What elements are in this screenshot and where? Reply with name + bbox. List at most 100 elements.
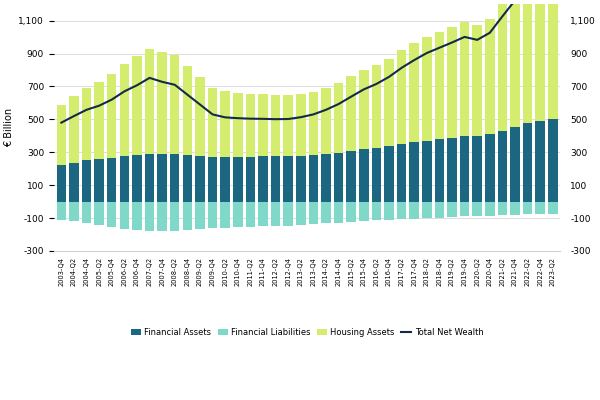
Bar — [548, 118, 557, 202]
Bar — [69, 163, 79, 202]
Bar — [107, 202, 116, 227]
Bar — [69, 96, 79, 163]
Bar — [460, 202, 469, 216]
Bar — [308, 202, 318, 224]
Bar — [447, 202, 457, 217]
Bar — [535, 202, 545, 214]
Bar — [485, 134, 494, 202]
Bar — [472, 202, 482, 216]
Bar — [409, 142, 419, 202]
Bar — [220, 157, 230, 202]
Bar — [510, 127, 520, 202]
Bar — [208, 157, 217, 202]
Bar — [384, 59, 394, 146]
Bar — [258, 94, 268, 156]
Bar — [107, 158, 116, 202]
Bar — [182, 155, 192, 202]
Bar — [447, 138, 457, 202]
Bar — [397, 144, 406, 202]
Bar — [208, 202, 217, 228]
Bar — [510, 0, 520, 127]
Bar — [271, 202, 280, 226]
Bar — [195, 77, 205, 156]
Bar — [434, 202, 444, 218]
Bar — [245, 94, 255, 156]
Bar — [308, 92, 318, 155]
Bar — [195, 156, 205, 202]
Bar — [422, 141, 431, 202]
Bar — [434, 32, 444, 139]
Bar — [422, 202, 431, 218]
Bar — [548, 202, 557, 214]
Bar — [283, 202, 293, 226]
Bar — [182, 202, 192, 230]
Bar — [296, 94, 305, 156]
Bar — [220, 202, 230, 228]
Bar — [460, 22, 469, 136]
Bar — [334, 202, 343, 223]
Bar — [82, 202, 91, 223]
Bar — [535, 0, 545, 121]
Bar — [157, 154, 167, 202]
Bar — [359, 202, 368, 221]
Bar — [157, 202, 167, 231]
Bar — [472, 136, 482, 202]
Bar — [321, 154, 331, 202]
Bar — [157, 52, 167, 154]
Bar — [233, 93, 242, 157]
Bar — [359, 70, 368, 149]
Bar — [460, 136, 469, 202]
Bar — [170, 202, 179, 231]
Bar — [208, 88, 217, 157]
Bar — [296, 202, 305, 225]
Bar — [485, 19, 494, 134]
Bar — [145, 154, 154, 202]
Bar — [334, 152, 343, 202]
Bar — [535, 121, 545, 202]
Bar — [548, 0, 557, 118]
Bar — [384, 202, 394, 220]
Bar — [132, 155, 142, 202]
Bar — [409, 43, 419, 142]
Bar — [397, 202, 406, 219]
Bar — [371, 148, 381, 202]
Bar — [334, 83, 343, 152]
Bar — [132, 56, 142, 155]
Bar — [132, 202, 142, 230]
Bar — [69, 202, 79, 221]
Bar — [346, 151, 356, 202]
Bar — [233, 157, 242, 202]
Bar — [94, 202, 104, 225]
Bar — [523, 124, 532, 202]
Bar — [56, 202, 66, 220]
Bar — [170, 154, 179, 202]
Bar — [82, 88, 91, 160]
Bar — [472, 25, 482, 136]
Bar — [409, 202, 419, 218]
Bar — [497, 3, 507, 131]
Bar — [220, 91, 230, 157]
Bar — [510, 202, 520, 215]
Bar — [182, 66, 192, 155]
Bar — [422, 36, 431, 141]
Bar — [170, 55, 179, 154]
Bar — [485, 202, 494, 216]
Bar — [497, 131, 507, 202]
Bar — [233, 202, 242, 227]
Bar — [296, 156, 305, 202]
Bar — [308, 155, 318, 202]
Bar — [119, 156, 129, 202]
Bar — [94, 82, 104, 159]
Legend: Financial Assets, Financial Liabilities, Housing Assets, Total Net Wealth: Financial Assets, Financial Liabilities,… — [127, 325, 487, 340]
Bar — [523, 0, 532, 124]
Y-axis label: € Billion: € Billion — [4, 108, 14, 147]
Bar — [283, 95, 293, 156]
Bar — [195, 202, 205, 229]
Bar — [271, 156, 280, 202]
Bar — [523, 202, 532, 214]
Bar — [258, 202, 268, 226]
Bar — [447, 27, 457, 138]
Bar — [321, 88, 331, 154]
Bar — [145, 202, 154, 231]
Bar — [107, 74, 116, 158]
